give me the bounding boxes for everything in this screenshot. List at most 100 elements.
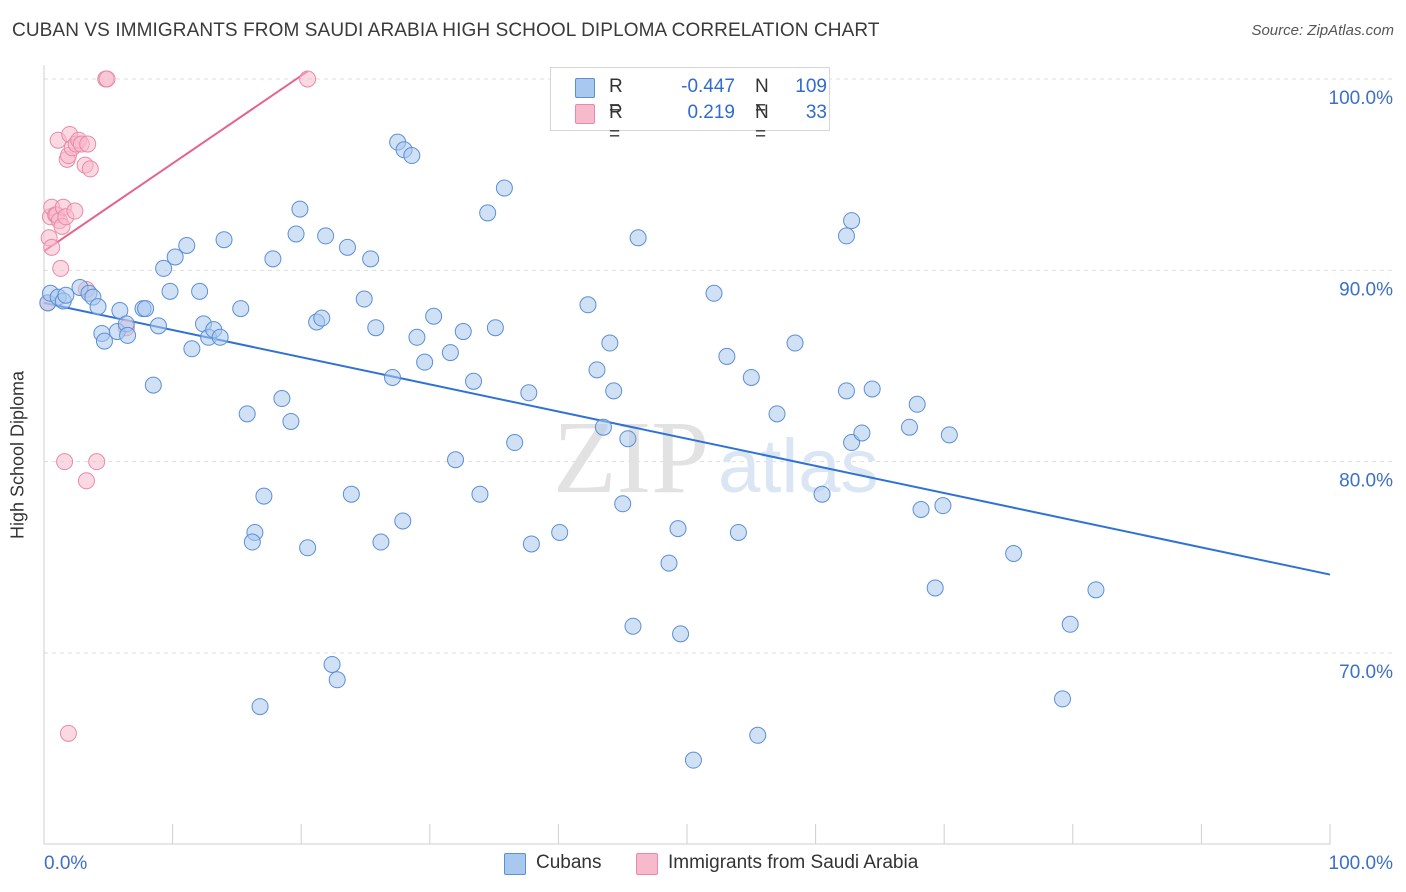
cubans-point [367,319,385,337]
series-saudi-points [39,70,317,742]
cubans-point [355,290,373,308]
cubans-point [425,307,443,325]
legend: R = -0.447 N = 109 R = 0.219 N = 33 [550,67,830,145]
cubans-point [454,323,472,341]
cubans-point [441,344,459,362]
cubans-point [853,424,871,442]
y-axis-label: High School Diploma [7,370,28,540]
cubans-point [317,227,335,245]
cubans-trend-line [43,301,1331,576]
cubans-point [684,751,702,769]
saudi-trend-line [43,70,309,253]
cubans-point [323,655,341,673]
cubans-point [926,579,944,597]
cubans-point [119,326,137,344]
y-tick-label: 70.0% [1339,662,1393,683]
cubans-point [749,726,767,744]
cubans-point [520,384,538,402]
legend-r-label: R = [609,76,623,119]
cubans-point [672,625,690,643]
cubans-point [934,497,952,515]
cubans-point [495,179,513,197]
cubans-point [57,286,75,304]
cubans-point [95,332,113,350]
cubans-point [629,229,647,247]
cubans-point [408,328,426,346]
cubans-point [183,340,201,358]
cubans-point [729,523,747,541]
cubans-point [338,238,356,256]
cubans-point [551,523,569,541]
saudi-point [299,70,317,88]
cubans-point [908,395,926,413]
cubans-swatch [575,78,595,98]
saudi-point [66,202,84,220]
cubans-point [178,236,196,254]
cubans-point [403,147,421,165]
cubans-point [161,282,179,300]
saudi-point [98,70,116,88]
cubans-point [372,533,390,551]
cubans-point [1087,581,1105,599]
cubans-point [232,300,250,318]
cubans-point [144,376,162,394]
saudi-point [77,472,95,490]
saudi-swatch [575,104,595,124]
cubans-point [251,698,269,716]
saudi-legend-swatch [636,853,658,875]
x-tick-label-max: 100.0% [1329,853,1394,874]
cubans-point [669,520,687,538]
cubans-point [506,434,524,452]
cubans-point [660,554,678,572]
cubans-point [718,347,736,365]
tick-labels: 70.0% 80.0% 90.0% 100.0% 0.0% 100.0% [44,88,1393,874]
saudi-point [43,238,61,256]
cubans-point [291,200,309,218]
cubans-legend-swatch [504,853,526,875]
cubans-point [742,368,760,386]
cubans-point [362,250,380,268]
cubans-point [447,451,465,469]
saudi-point [56,453,74,471]
trend-lines [43,70,1331,576]
cubans-point [313,309,331,327]
cubans-point [837,382,855,400]
saudi-point [52,259,70,277]
cubans-point [588,361,606,379]
y-tick-label: 80.0% [1339,471,1393,492]
cubans-point [1005,545,1023,563]
cubans-point [215,231,233,249]
cubans-point [89,298,107,316]
cubans-point [384,368,402,386]
cubans-point [255,487,273,505]
cubans-legend-label: Cubans [536,852,602,873]
cubans-point [273,390,291,408]
cubans-point [137,300,155,318]
cubans-point [166,248,184,266]
cubans-point [579,296,597,314]
saudi-legend-label: Immigrants from Saudi Arabia [668,852,919,873]
series-cubans-points [39,133,1105,769]
legend-r-value: 0.219 [687,102,735,123]
legend-r-value: -0.447 [681,76,735,97]
chart-title: CUBAN VS IMMIGRANTS FROM SAUDI ARABIA HI… [12,20,880,41]
saudi-point [59,724,77,742]
saudi-point [88,453,106,471]
cubans-point [900,418,918,436]
cubans-point [940,426,958,444]
gridlines [44,78,1392,654]
saudi-point [81,160,99,178]
cubans-point [624,617,642,635]
cubans-point [287,225,305,243]
x-tick-label-min: 0.0% [44,853,87,874]
cubans-point [299,539,317,557]
cubans-point [614,495,632,513]
cubans-point [1061,615,1079,633]
cubans-point [155,259,173,277]
cubans-point [522,535,540,553]
cubans-point [238,405,256,423]
cubans-point [843,212,861,230]
y-tick-label: 100.0% [1329,88,1394,109]
cubans-point [705,284,723,302]
